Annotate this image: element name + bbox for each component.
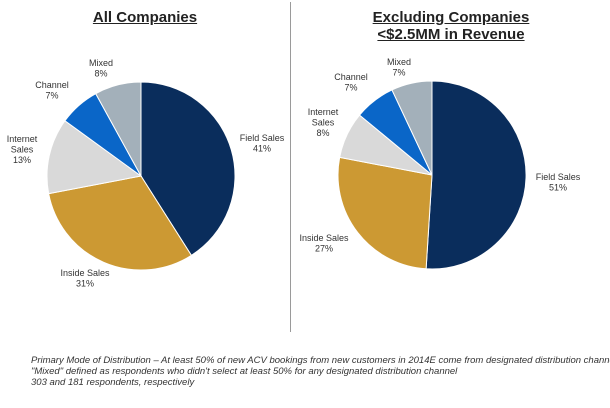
data-label-internet-sales: Internet Sales 13% xyxy=(7,134,38,165)
footnote-line-2: "Mixed" defined as respondents who didn'… xyxy=(31,366,458,377)
chart-title: All Companies xyxy=(0,9,290,26)
pie-slice-field-sales xyxy=(425,80,527,270)
data-label-channel: Channel 7% xyxy=(334,72,368,93)
data-label-mixed: Mixed 8% xyxy=(89,58,113,79)
pie-chart-all-companies: Field Sales 41% Inside Sales 31% Internet Sal… xyxy=(7,58,285,289)
pie-slice-mixed xyxy=(95,81,142,177)
pie-slice-field-sales xyxy=(140,81,236,257)
chart-excluding-companies: Excluding Companies <$2.5MM in Revenue F… xyxy=(292,0,610,340)
footnote-line-3: 303 and 181 respondents, respectively xyxy=(31,377,195,388)
data-label-channel: Channel 7% xyxy=(35,80,69,101)
data-label-inside-sales: Inside Sales 27% xyxy=(299,233,349,254)
chart-title-line-2: <$2.5MM in Revenue xyxy=(377,26,525,43)
pie-slice-mixed xyxy=(391,80,433,176)
pie-slice-internet-sales xyxy=(46,120,143,195)
chart-title-text: All Companies xyxy=(92,9,198,26)
pie-chart-excluding-companies: Field Sales 51% Inside Sales 27% Internet Sal… xyxy=(299,57,581,270)
chart-title-line-1: Excluding Companies xyxy=(372,9,530,26)
footnote: Primary Mode of Distribution – At least … xyxy=(31,355,610,388)
chart-title: Excluding Companies <$2.5MM in Revenue xyxy=(292,9,610,43)
data-label-field-sales: Field Sales 41% xyxy=(240,133,285,154)
footnote-line-1: Primary Mode of Distribution – At least … xyxy=(31,355,610,366)
pie-slice-inside-sales xyxy=(337,156,433,270)
data-label-field-sales: Field Sales 51% xyxy=(536,172,581,193)
panel-divider xyxy=(290,2,291,332)
data-label-mixed: Mixed 7% xyxy=(387,57,411,78)
data-label-internet-sales: Internet Sales 8% xyxy=(308,107,339,138)
pie-slice-inside-sales xyxy=(48,175,193,271)
chart-all-companies: All Companies Field Sales 41% Inside Sales… xyxy=(0,0,290,340)
data-label-inside-sales: Inside Sales 31% xyxy=(60,268,110,289)
